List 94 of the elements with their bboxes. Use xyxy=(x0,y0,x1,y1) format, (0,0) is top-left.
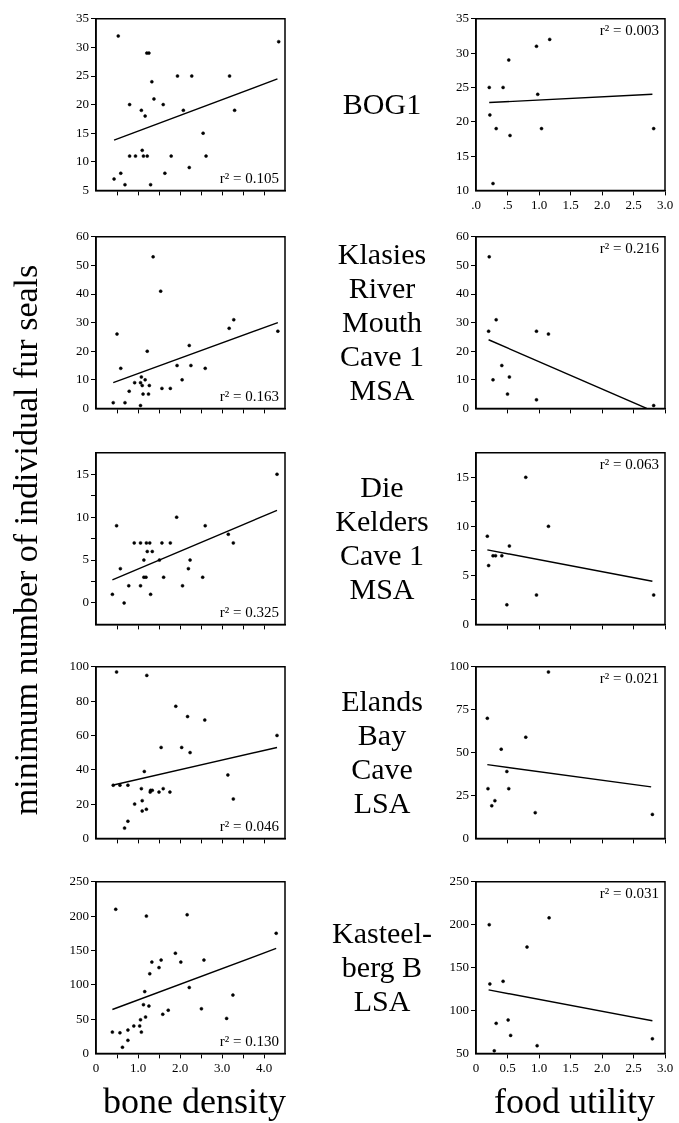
y-tick-label: 40 xyxy=(76,761,89,777)
y-tick-label: 0 xyxy=(82,1044,89,1060)
y-tick-label: 100 xyxy=(69,976,89,992)
y-tick-label: 15 xyxy=(456,147,469,163)
y-tick-label: 25 xyxy=(456,786,469,802)
text: Kasteel-berg B LSA xyxy=(331,915,433,1019)
y-tick-label: 150 xyxy=(449,959,469,975)
y-tick-label: 30 xyxy=(456,314,469,330)
y-tick-label: 0 xyxy=(462,399,469,415)
annotation: r² = 0.163 xyxy=(219,387,279,404)
y-tick-label: 100 xyxy=(449,658,469,674)
y-tick-label: 150 xyxy=(69,941,89,957)
annotation: r² = 0.046 xyxy=(219,817,280,834)
y-tick-label: 100 xyxy=(69,658,89,674)
y-tick-label: 75 xyxy=(456,701,469,717)
y-tick-label: 0 xyxy=(462,829,469,845)
x-tick-label: 0 xyxy=(92,1059,100,1075)
y-tick-label: 35 xyxy=(456,10,469,26)
y-tick-label: 50 xyxy=(456,256,469,272)
y-tick-label: 20 xyxy=(76,96,89,112)
x-tick-label: 3.0 xyxy=(656,1059,674,1075)
y-tick-label: 200 xyxy=(69,907,89,923)
y-tick-label: 50 xyxy=(76,256,89,272)
y-tick-label: 60 xyxy=(456,228,469,244)
y-tick-label: 25 xyxy=(456,78,469,94)
y-tick-label: 60 xyxy=(76,228,89,244)
y-tick-label: 250 xyxy=(449,873,469,889)
y-tick-label: 0 xyxy=(82,399,89,415)
y-tick-label: 10 xyxy=(76,508,89,524)
y-tick-label: 5 xyxy=(82,551,89,567)
y-tick-label: 15 xyxy=(76,465,89,481)
y-tick-label: 15 xyxy=(456,468,469,484)
x-tick-label: 3.0 xyxy=(656,196,674,212)
x-tick-label: 2.0 xyxy=(593,196,611,212)
x-tick-label: 1.0 xyxy=(530,1059,548,1075)
annotation: r² = 0.216 xyxy=(599,240,660,257)
y-tick-label: 0 xyxy=(82,829,89,845)
y-tick-label: 40 xyxy=(76,285,89,301)
text: Klasies River Mouth Cave 1 MSA xyxy=(336,236,428,408)
y-tick-label: 50 xyxy=(456,1044,469,1060)
annotation: r² = 0.105 xyxy=(219,169,279,186)
y-tick-label: 20 xyxy=(76,795,89,811)
x-tick-label: 3.0 xyxy=(213,1059,231,1075)
text: BOG1 xyxy=(341,86,423,122)
y-tick-label: 15 xyxy=(76,124,89,140)
x-tick-label: 2.0 xyxy=(593,1059,611,1075)
y-tick-label: 20 xyxy=(456,113,469,129)
y-tick-label: 0 xyxy=(462,615,469,631)
annotation: r² = 0.031 xyxy=(599,885,659,902)
y-tick-label: 5 xyxy=(462,566,469,582)
y-tick-label: 50 xyxy=(456,744,469,760)
x-tick-label: 2.5 xyxy=(625,196,642,212)
y-tick-label: 0 xyxy=(82,594,89,610)
annotation: r² = 0.130 xyxy=(219,1032,279,1049)
y-tick-label: 10 xyxy=(456,371,469,387)
y-tick-label: 10 xyxy=(76,153,89,169)
x-tick-label: 0.5 xyxy=(499,1059,516,1075)
x-tick-label: 1.0 xyxy=(530,196,548,212)
annotation: r² = 0.063 xyxy=(599,456,659,473)
y-tick-label: 5 xyxy=(82,181,89,197)
annotation: r² = 0.021 xyxy=(599,670,659,687)
text: Elands Bay Cave LSA xyxy=(340,683,424,821)
y-tick-label: 30 xyxy=(456,44,469,60)
x-tick-label: 2.0 xyxy=(171,1059,189,1075)
x-tick-label: 2.5 xyxy=(625,1059,642,1075)
y-tick-label: 20 xyxy=(76,342,89,358)
y-tick-label: 10 xyxy=(456,181,469,197)
annotation: r² = 0.325 xyxy=(219,603,279,620)
x-tick-label: 1.0 xyxy=(129,1059,147,1075)
x-tick-label: 1.5 xyxy=(562,1059,579,1075)
x-tick-label: .5 xyxy=(502,196,513,212)
y-tick-label: 60 xyxy=(76,726,89,742)
y-tick-label: 250 xyxy=(69,873,89,889)
y-tick-label: 30 xyxy=(76,38,89,54)
y-tick-label: 40 xyxy=(456,285,469,301)
y-tick-label: 35 xyxy=(76,10,89,26)
y-tick-label: 30 xyxy=(76,314,89,330)
text: Die Kelders Cave 1 MSA xyxy=(334,469,430,607)
y-tick-label: 10 xyxy=(456,517,469,533)
text: minimum number of individual fur seals xyxy=(6,264,45,816)
y-tick-label: 100 xyxy=(449,1001,469,1017)
annotation: r² = 0.003 xyxy=(599,22,659,39)
x-tick-label: 4.0 xyxy=(255,1059,273,1075)
y-tick-label: 10 xyxy=(76,371,89,387)
x-axis-title: bone density xyxy=(102,1080,287,1122)
x-tick-label: .0 xyxy=(471,196,481,212)
y-tick-label: 50 xyxy=(76,1010,89,1026)
x-tick-label: 1.5 xyxy=(562,196,579,212)
y-tick-label: 200 xyxy=(449,916,469,932)
y-tick-label: 25 xyxy=(76,67,89,83)
x-axis-title: food utility xyxy=(493,1080,656,1122)
y-tick-label: 20 xyxy=(456,342,469,358)
y-tick-label: 80 xyxy=(76,692,89,708)
x-tick-label: 0 xyxy=(472,1059,480,1075)
